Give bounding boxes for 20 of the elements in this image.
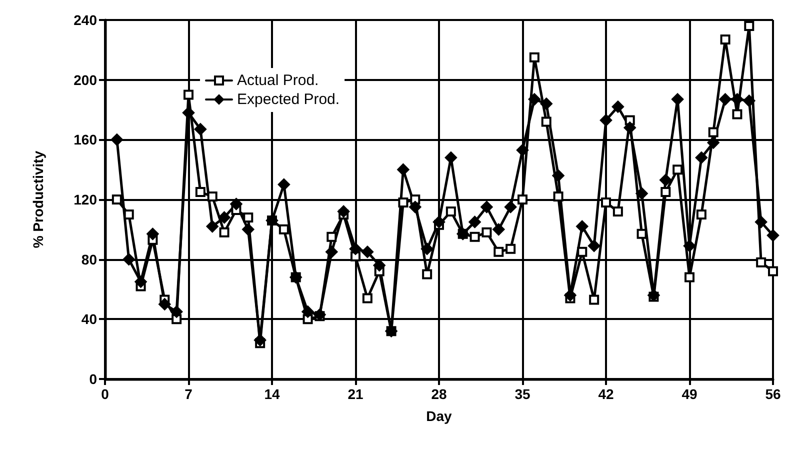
x-tick-label: 49	[682, 386, 698, 402]
legend-label: Actual Prod.	[237, 72, 319, 89]
x-axis-title: Day	[426, 408, 452, 424]
x-tick-label: 56	[765, 386, 781, 402]
y-tick-label: 160	[74, 132, 98, 148]
x-tick-label: 35	[514, 386, 530, 402]
y-tick-label: 40	[81, 311, 98, 328]
x-tick-label: 28	[431, 386, 447, 402]
legend-label: Expected Prod.	[237, 91, 340, 108]
y-tick-label: 0	[89, 371, 98, 387]
y-axis-title: % Productivity	[30, 150, 46, 248]
y-tick-label: 120	[74, 192, 98, 208]
x-tick-label: 7	[184, 386, 193, 402]
x-tick-label: 14	[264, 386, 280, 402]
x-tick-label: 21	[348, 386, 364, 402]
y-tick-label: 240	[74, 12, 98, 28]
x-tick-label: 0	[101, 386, 110, 402]
y-tick-label: 80	[81, 251, 98, 268]
y-tick-label: 200	[74, 72, 98, 88]
x-tick-label: 42	[598, 386, 614, 402]
